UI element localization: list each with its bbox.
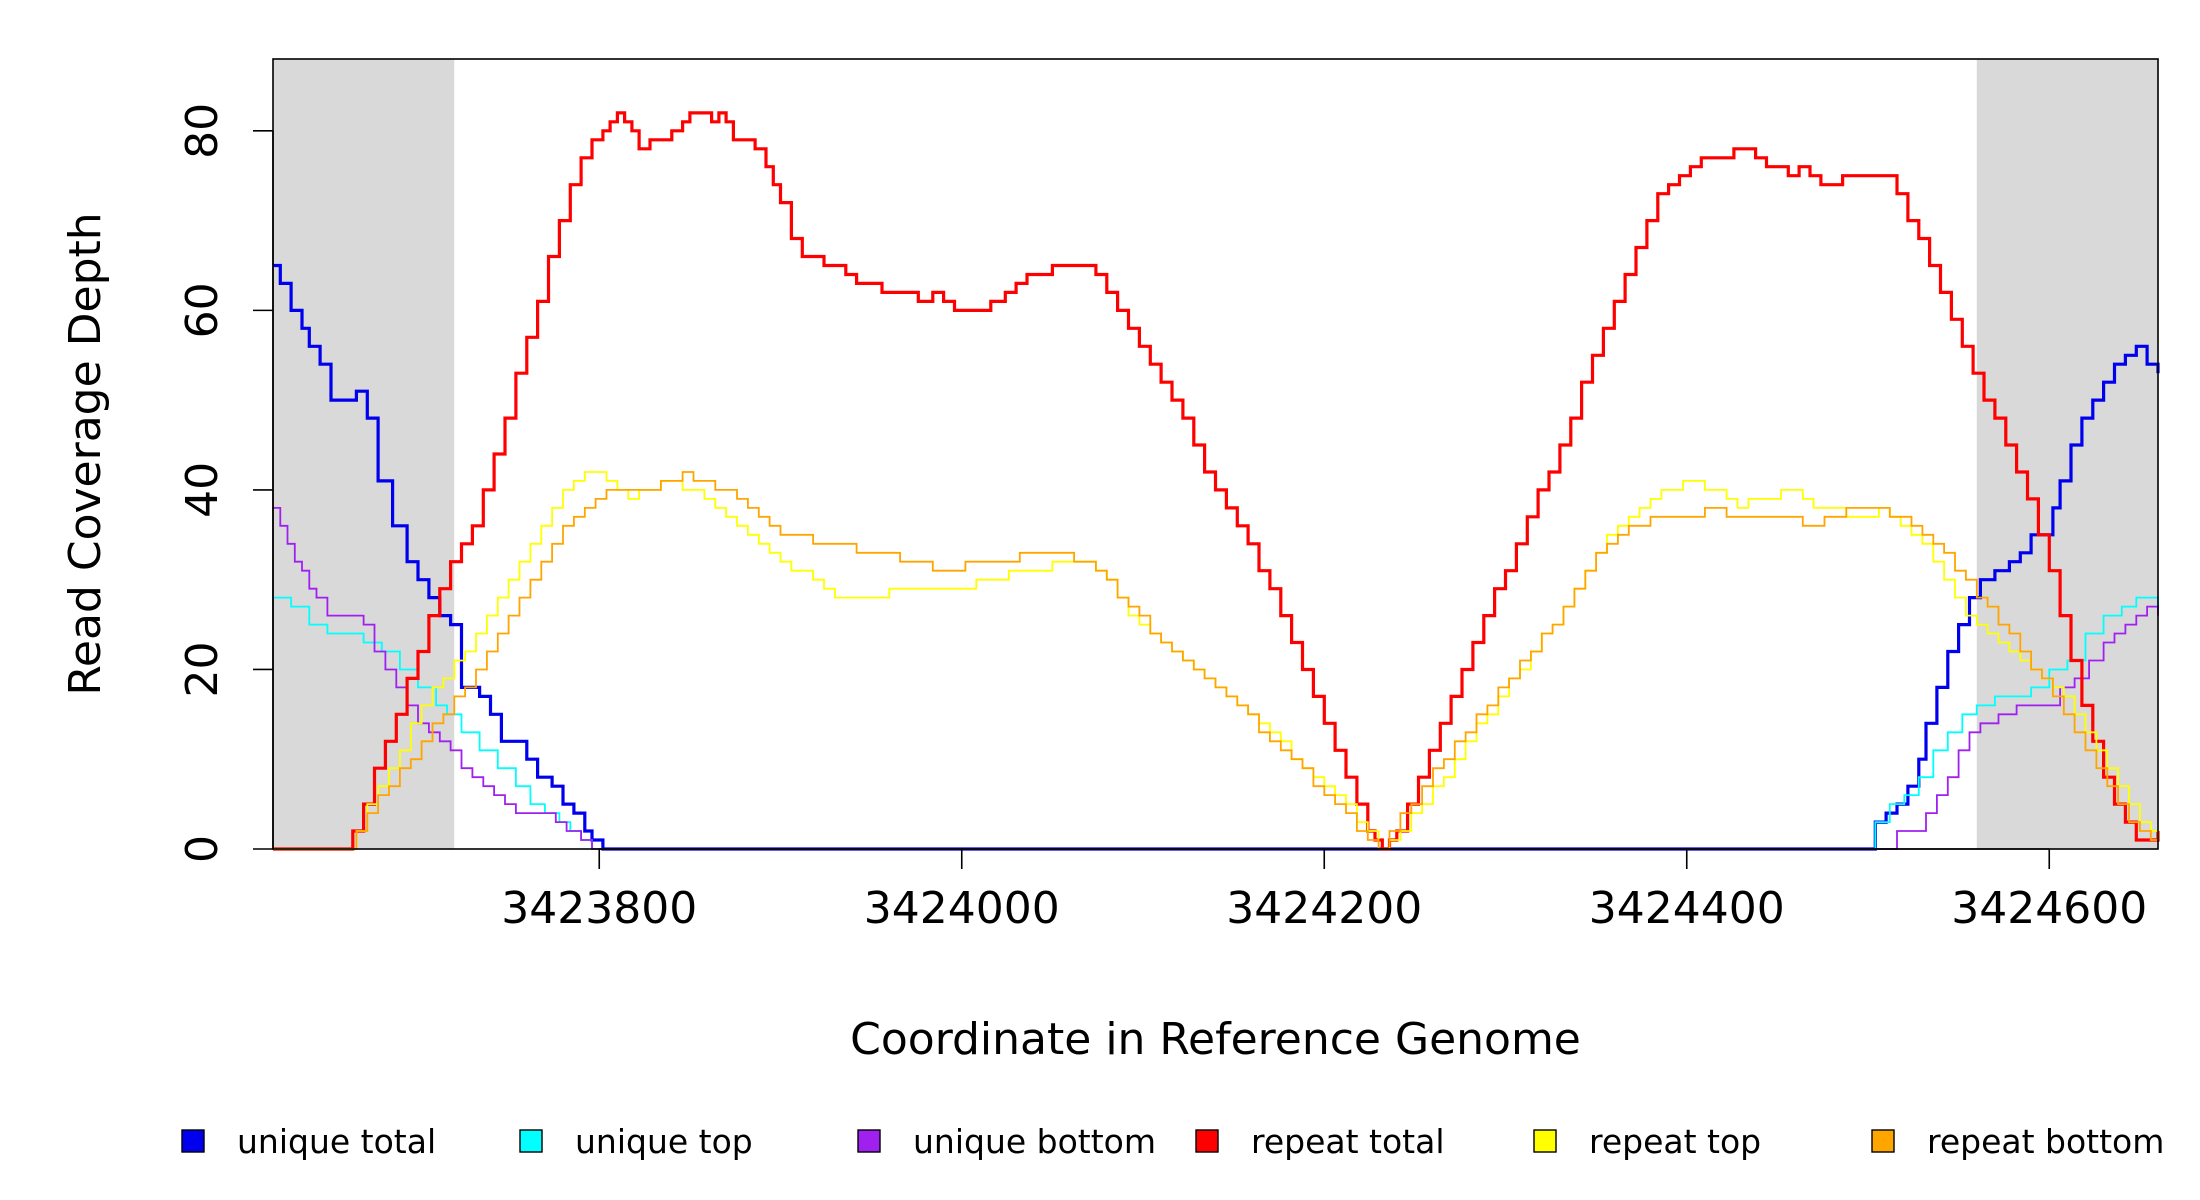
shaded-regions — [273, 59, 2158, 849]
legend: unique total unique top unique bottom repea… — [181, 1122, 2164, 1161]
legend-item-unique-bottom: unique bottom — [857, 1122, 1156, 1161]
legend-label: repeat top — [1589, 1122, 1761, 1161]
series-lines — [273, 111, 2160, 851]
legend-swatch — [181, 1129, 205, 1153]
legend-label: unique top — [575, 1122, 753, 1161]
x-axis-title: Coordinate in Reference Genome — [850, 1014, 1581, 1065]
legend-swatch — [1871, 1129, 1895, 1153]
legend-label: repeat bottom — [1927, 1122, 2164, 1161]
y-axis-title: Read Coverage Depth — [60, 212, 111, 695]
legend-label: repeat total — [1251, 1122, 1445, 1161]
legend-label: unique total — [237, 1122, 436, 1161]
series-line-unique-bottom — [273, 507, 2159, 850]
x-tick-label: 3424400 — [1589, 883, 1785, 934]
legend-item-unique-total: unique total — [181, 1122, 436, 1161]
y-tick-label: 0 — [177, 835, 228, 863]
series-line-unique-top — [273, 596, 2159, 850]
y-tick-label: 20 — [177, 641, 228, 697]
series-line-repeat-bottom — [273, 471, 2158, 850]
legend-swatch — [1533, 1129, 1557, 1153]
legend-item-unique-top: unique top — [519, 1122, 753, 1161]
shaded-region-1 — [273, 59, 455, 849]
x-tick-label: 3424200 — [1226, 883, 1422, 934]
legend-item-repeat-total: repeat total — [1195, 1122, 1445, 1161]
plot-frame — [272, 58, 2159, 850]
x-tick-label: 3424600 — [1951, 883, 2147, 934]
y-tick-label: 40 — [177, 462, 228, 518]
legend-label: unique bottom — [913, 1122, 1156, 1161]
series-line-unique-total — [273, 263, 2160, 851]
series-line-repeat-top — [273, 471, 2159, 850]
legend-swatch — [1195, 1129, 1219, 1153]
y-tick-label: 80 — [177, 103, 228, 159]
legend-swatch — [857, 1129, 881, 1153]
x-tick-label: 3424000 — [864, 883, 1060, 934]
legend-item-repeat-bottom: repeat bottom — [1871, 1122, 2164, 1161]
x-tick-label: 3423800 — [501, 883, 697, 934]
shaded-region-2 — [1976, 59, 2158, 849]
series-line-repeat-total — [273, 111, 2160, 851]
legend-swatch — [519, 1129, 543, 1153]
legend-item-repeat-top: repeat top — [1533, 1122, 1761, 1161]
axes: 3423800 3424000 3424200 3424400 3424600 0 20 40… — [177, 103, 2147, 934]
y-tick-label: 60 — [177, 282, 228, 338]
